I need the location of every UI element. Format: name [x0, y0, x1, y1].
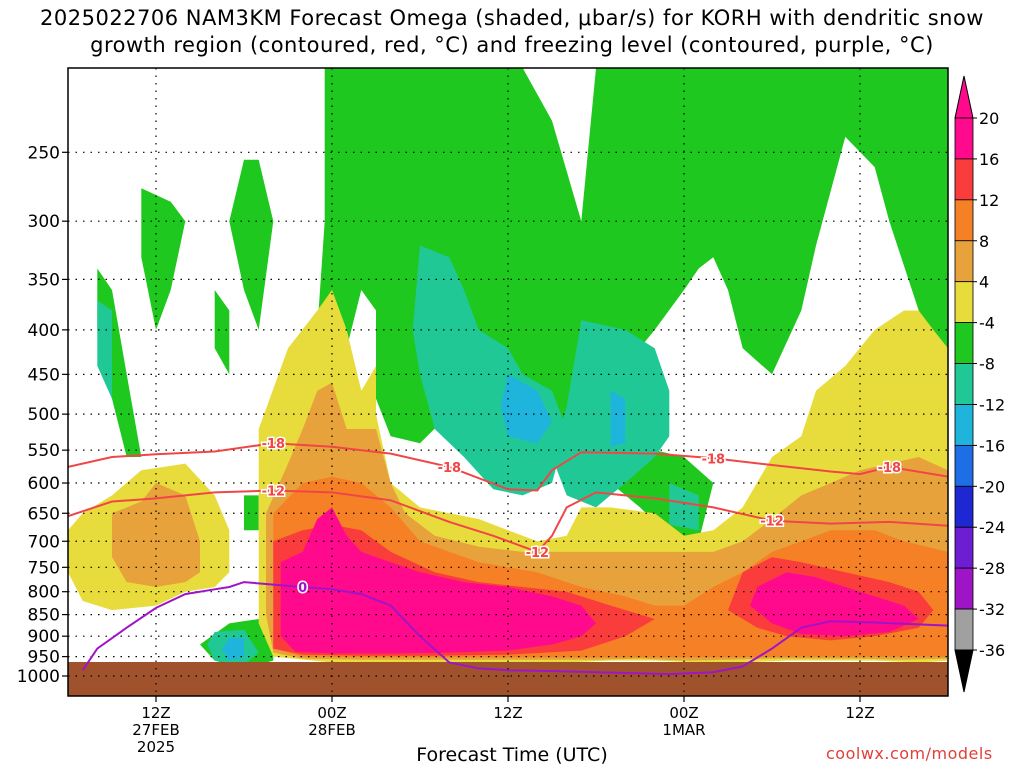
dgz-contour-neg12-label-1: -12	[526, 546, 550, 561]
y-tick-label-850: 850	[28, 606, 60, 626]
omega-shade-20-0	[280, 507, 596, 654]
colorbar-box-3	[954, 240, 974, 283]
colorbar-box-2	[954, 199, 974, 242]
y-tick-label-700: 700	[28, 532, 60, 552]
chart-title-line-2: growth region (contoured, red, °C) and f…	[90, 33, 934, 57]
x-tick-label-18: 00Z	[317, 704, 346, 722]
dgz-contour-neg12	[68, 489, 948, 554]
colorbar-label-5: -4	[979, 314, 995, 333]
colorbar-label-3: 8	[979, 232, 989, 251]
y-tick-label-350: 350	[28, 270, 60, 290]
colorbar-label-0: 20	[979, 109, 999, 128]
dgz-contour-neg18	[68, 442, 948, 492]
colorbar-label-11: -28	[979, 559, 1005, 578]
y-tick-label-950: 950	[28, 648, 60, 668]
colorbar-box-1	[954, 158, 974, 201]
y-tick-label-600: 600	[28, 474, 60, 494]
y-tick-label-800: 800	[28, 583, 60, 603]
x-tick-label-42: 00Z	[669, 704, 698, 722]
colorbar-box-9	[954, 485, 974, 528]
y-tick-label-750: 750	[28, 558, 60, 578]
freezing-level-contour-label-0: 0	[298, 581, 307, 596]
y-tick-label-1000: 1000	[17, 667, 60, 687]
omega-shade-neg4-1	[141, 188, 186, 330]
omega-shade-neg12-0	[222, 638, 244, 661]
x-tick-year-6: 2025	[137, 738, 175, 756]
omega-shade-neg8-4	[669, 483, 699, 531]
y-tick-label-450: 450	[28, 365, 60, 385]
omega-shade-20-1	[750, 572, 919, 637]
colorbar-label-2: 12	[979, 191, 999, 210]
colorbar-box-12	[954, 608, 974, 651]
dgz-contour-neg12-label-0: -12	[262, 485, 286, 500]
colorbar-bottom-arrow	[954, 649, 974, 693]
colorbar-top-arrow	[954, 75, 974, 119]
colorbar-label-13: -36	[979, 641, 1005, 660]
omega-shade-neg4-2	[214, 290, 230, 375]
colorbar-box-6	[954, 363, 974, 405]
dgz-contour-neg12-label-2: -12	[760, 515, 784, 530]
x-tick-date-42: 1MAR	[662, 721, 705, 739]
x-tick-date-6: 27FEB	[132, 721, 179, 739]
y-tick-label-250: 250	[28, 143, 60, 163]
colorbar-label-9: -20	[979, 477, 1005, 496]
colorbar-box-5	[954, 322, 974, 364]
x-tick-label-30: 12Z	[493, 704, 522, 722]
dgz-contour-neg18-label-1: -18	[438, 461, 462, 476]
colorbar-box-11	[954, 567, 974, 610]
y-tick-label-550: 550	[28, 441, 60, 461]
colorbar-box-7	[954, 404, 974, 446]
omega-shade-neg8-3	[552, 320, 670, 508]
colorbar-label-8: -16	[979, 436, 1005, 455]
omega-shade-neg12-2	[610, 390, 626, 447]
dgz-contour-neg18-label-0: -18	[262, 437, 286, 452]
dgz-contour-neg18-label-2: -18	[702, 452, 726, 467]
colorbar-label-7: -12	[979, 395, 1005, 414]
x-axis-label: Forecast Time (UTC)	[416, 744, 608, 766]
y-tick-label-400: 400	[28, 321, 60, 341]
omega-shade-neg8-0	[97, 300, 112, 399]
y-tick-label-500: 500	[28, 405, 60, 425]
colorbar-box-10	[954, 526, 974, 569]
colorbar-label-6: -8	[979, 355, 995, 374]
x-tick-label-6: 12Z	[141, 704, 170, 722]
y-tick-label-650: 650	[28, 504, 60, 524]
omega-shade-8-0	[112, 483, 200, 587]
colorbar-box-8	[954, 444, 974, 487]
x-tick-date-18: 28FEB	[308, 721, 355, 739]
chart-title-line-1: 2025022706 NAM3KM Forecast Omega (shaded…	[40, 6, 984, 30]
source-credit: coolwx.com/models	[826, 744, 993, 763]
y-tick-label-300: 300	[28, 212, 60, 232]
colorbar-box-4	[954, 281, 974, 324]
colorbar-label-4: 4	[979, 273, 989, 292]
colorbar-label-12: -32	[979, 600, 1005, 619]
y-tick-label-900: 900	[28, 627, 60, 647]
freezing-level-contour	[81, 581, 948, 676]
dgz-contour-neg18-label-3: -18	[878, 461, 902, 476]
omega-shade-neg12-1	[500, 374, 552, 444]
colorbar-label-10: -24	[979, 518, 1005, 537]
omega-shade-neg4-0	[229, 159, 274, 330]
omega-shade-neg4-4	[244, 495, 259, 531]
surface-terrain-band	[68, 662, 948, 696]
x-tick-label-54: 12Z	[845, 704, 874, 722]
colorbar-box-0	[954, 117, 974, 160]
colorbar-label-1: 16	[979, 150, 999, 169]
